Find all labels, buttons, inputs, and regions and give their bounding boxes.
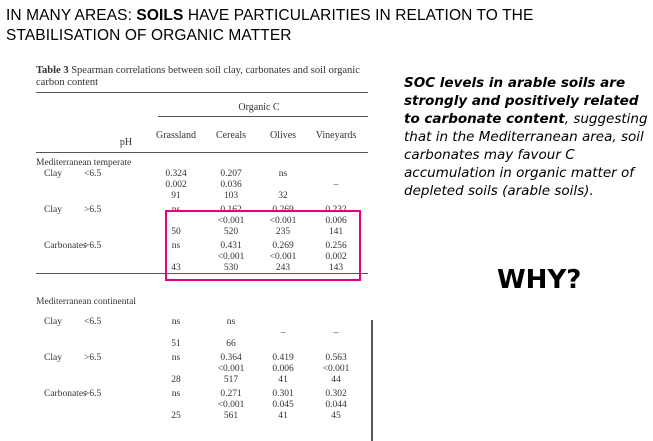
cell-label: Carbonates [44,389,87,399]
cell-olives: 235 [275,227,291,237]
cell-vineyards: 0.044 [325,400,347,410]
group-header-organic-c: Organic C [238,102,280,113]
cell-ph: >6.5 [84,389,102,399]
cell-olives: 0.419 [272,353,294,363]
cell-label: Clay [44,205,62,215]
table-caption: Table 3 Spearman correlations between so… [36,65,366,89]
cell-cereals: 66 [226,339,236,349]
correlation-table: Table 3 Spearman correlations between so… [28,60,373,441]
cell-grassland: 28 [171,375,181,385]
cell-grassland: ns [171,353,181,363]
cell-ph: >6.5 [84,353,102,363]
col-header-ph: pH [119,137,133,148]
col-header-vineyards: Vineyards [315,130,357,141]
cell-vineyards: 0.302 [325,389,347,399]
col-header-olives: Olives [269,130,297,141]
why-heading: WHY? [497,265,582,295]
cell-grassland: 50 [171,227,181,237]
cell-cereals: 0.364 [220,353,242,363]
cell-olives: 41 [278,411,288,421]
cell-label: Clay [44,169,62,179]
cell-olives: 243 [275,263,291,273]
side-text-bold: SOC levels in arable soils are strongly … [404,75,639,127]
title-prefix: IN MANY AREAS: [6,7,137,24]
title-suffix: HAVE PARTICULARITIES IN RELATION TO THE … [6,7,534,44]
cell-olives: 0.269 [272,241,294,251]
cell-cereals: ns [226,317,236,327]
cell-olives: ns [278,169,288,179]
cell-cereals: 530 [223,263,239,273]
table-top-rule [36,92,368,93]
cell-olives: 0.045 [272,400,294,410]
group-header-rule [158,116,368,117]
cell-vineyards: 143 [328,263,344,273]
cell-cereals: 520 [223,227,239,237]
cell-olives: <0.001 [269,252,297,262]
cell-vineyards: 45 [331,411,341,421]
slide-title: IN MANY AREAS: SOILS HAVE PARTICULARITIE… [6,6,646,46]
cell-olives: – [280,328,286,338]
cell-ph: <6.5 [84,317,102,327]
cell-cereals: <0.001 [217,400,245,410]
cell-olives: 0.006 [272,364,294,374]
title-bold: SOILS [136,7,184,24]
cell-ph: <6.5 [84,169,102,179]
cell-label: Clay [44,353,62,363]
col-header-cereals: Cereals [216,130,246,141]
cell-vineyards: 0.002 [325,252,347,262]
cell-vineyards: 0.563 [325,353,347,363]
cell-cereals: 0.431 [220,241,242,251]
cell-cereals: <0.001 [217,252,245,262]
table-caption-bold: Table 3 [36,65,69,76]
cell-vineyards: – [333,328,339,338]
cell-grassland: 0.324 [165,169,187,179]
cell-cereals: 0.271 [220,389,242,399]
cell-grassland: 51 [171,339,181,349]
cell-vineyards: 141 [328,227,344,237]
section-divider-rule [36,273,368,274]
cell-cereals: <0.001 [217,364,245,374]
cell-olives: 32 [278,191,288,201]
section-header-continental: Mediterranean continental [36,297,136,307]
cell-cereals: 561 [223,411,239,421]
cell-grassland: 91 [171,191,181,201]
cell-cereals: <0.001 [217,216,245,226]
cell-grassland: ns [171,389,181,399]
cell-cereals: 103 [223,191,239,201]
cell-vineyards: 0.256 [325,241,347,251]
cell-vineyards: 0.006 [325,216,347,226]
cell-label: Clay [44,317,62,327]
header-bottom-rule [36,152,368,153]
cell-grassland: 25 [171,411,181,421]
table-caption-text: Spearman correlations between soil clay,… [36,65,360,88]
cell-vineyards: <0.001 [322,364,350,374]
highlight-box [165,210,361,281]
cell-grassland: ns [171,241,181,251]
cell-grassland: 43 [171,263,181,273]
cell-ph: >6.5 [84,205,102,215]
side-text-rest: , suggesting that in the Mediterranean a… [404,111,648,199]
cell-ph: >6.5 [84,241,102,251]
cell-cereals: 517 [223,375,239,385]
cell-cereals: 0.036 [220,180,242,190]
cell-grassland: ns [171,317,181,327]
cell-olives: 0.301 [272,389,294,399]
cell-cereals: 0.207 [220,169,242,179]
cell-vineyards: 44 [331,375,341,385]
side-text: SOC levels in arable soils are strongly … [404,74,652,200]
scrollbar-edge [371,320,373,441]
section-header-temperate: Mediterranean temperate [36,158,132,168]
cell-vineyards: – [333,180,339,190]
col-header-grassland: Grassland [156,130,196,141]
cell-olives: <0.001 [269,216,297,226]
cell-label: Carbonates [44,241,87,251]
cell-grassland: 0.002 [165,180,187,190]
cell-olives: 41 [278,375,288,385]
